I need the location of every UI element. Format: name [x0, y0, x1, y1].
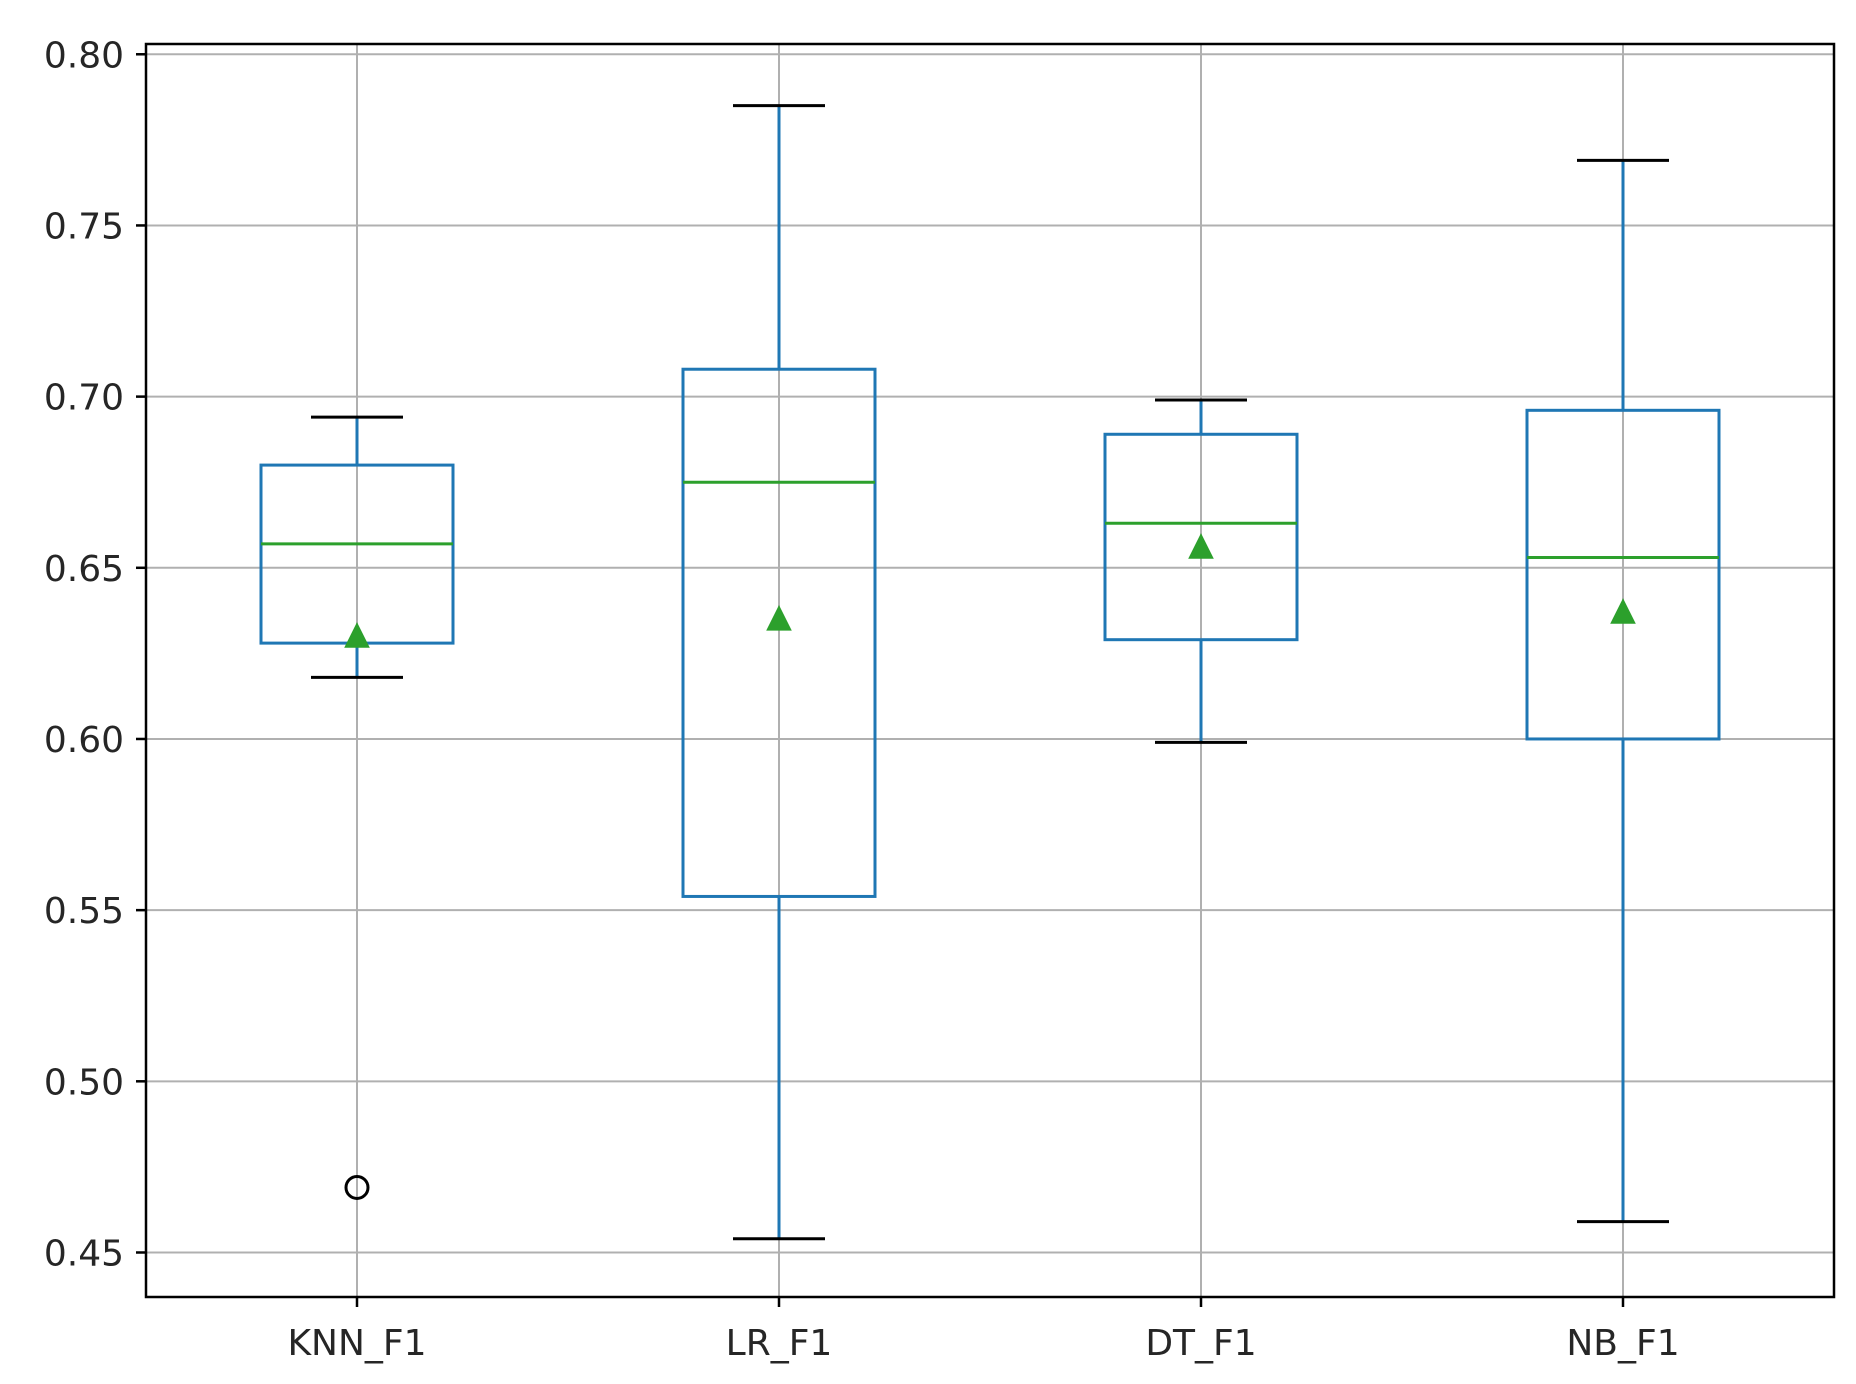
plot-frame — [144, 42, 1836, 1299]
y-tick-label: 0.50 — [44, 1062, 124, 1103]
box-lr-f1 — [681, 104, 877, 1241]
y-tick-label: 0.75 — [44, 206, 124, 247]
box-group — [259, 104, 1721, 1241]
box-knn-f1 — [259, 415, 455, 1200]
x-tick-label: DT_F1 — [1145, 1323, 1256, 1364]
y-tick-label: 0.70 — [44, 378, 124, 419]
x-tick-label: LR_F1 — [726, 1323, 833, 1364]
mean-marker — [344, 622, 370, 648]
iqr-box — [681, 367, 877, 898]
outlier-point — [344, 1174, 370, 1200]
y-tick-label: 0.45 — [44, 1233, 124, 1274]
x-axis: KNN_F1 LR_F1 DT_F1 NB_F1 — [287, 1297, 1680, 1364]
y-tick-label: 0.55 — [44, 891, 124, 932]
mean-marker — [1610, 598, 1636, 624]
x-tick-label: KNN_F1 — [287, 1323, 426, 1364]
x-tick-label: NB_F1 — [1566, 1323, 1679, 1364]
iqr-box — [1103, 432, 1299, 642]
box-dt-f1 — [1103, 398, 1299, 744]
mean-marker — [1188, 533, 1214, 559]
y-tick-label: 0.80 — [44, 35, 124, 76]
y-tick-label: 0.65 — [44, 549, 124, 590]
y-axis: 0.45 0.50 0.55 0.60 0.65 0.70 0.75 0.80 — [44, 35, 146, 1274]
iqr-box — [1525, 408, 1721, 741]
box-nb-f1 — [1525, 158, 1721, 1224]
mean-marker — [766, 605, 792, 631]
y-tick-label: 0.60 — [44, 720, 124, 761]
